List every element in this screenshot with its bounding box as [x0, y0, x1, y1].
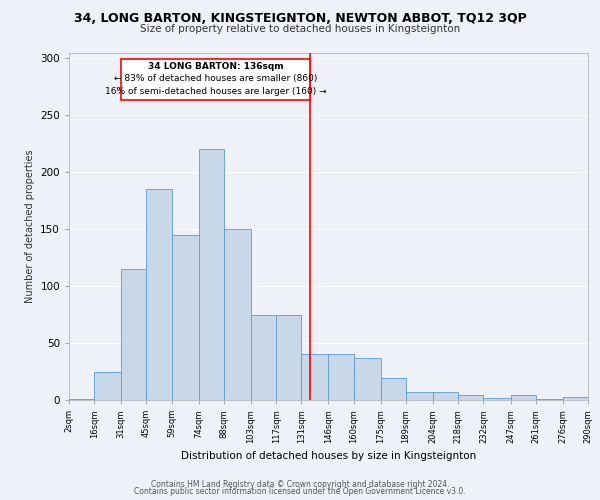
Text: ← 83% of detached houses are smaller (860): ← 83% of detached houses are smaller (86…	[114, 74, 317, 83]
Bar	[301, 354, 329, 400]
Text: 34, LONG BARTON, KINGSTEIGNTON, NEWTON ABBOT, TQ12 3QP: 34, LONG BARTON, KINGSTEIGNTON, NEWTON A…	[74, 12, 526, 26]
Bar	[484, 398, 511, 400]
Bar	[329, 354, 354, 400]
Text: Contains HM Land Registry data © Crown copyright and database right 2024.: Contains HM Land Registry data © Crown c…	[151, 480, 449, 489]
Bar	[381, 378, 406, 400]
Bar	[276, 314, 301, 400]
Bar	[224, 229, 251, 400]
Bar	[94, 372, 121, 400]
Bar	[121, 269, 146, 400]
Bar	[536, 399, 563, 400]
Bar	[511, 396, 536, 400]
Bar	[406, 392, 433, 400]
Text: 16% of semi-detached houses are larger (160) →: 16% of semi-detached houses are larger (…	[105, 86, 326, 96]
Bar	[69, 399, 94, 400]
FancyBboxPatch shape	[121, 60, 310, 100]
Bar	[251, 314, 276, 400]
Y-axis label: Number of detached properties: Number of detached properties	[25, 150, 35, 303]
X-axis label: Distribution of detached houses by size in Kingsteignton: Distribution of detached houses by size …	[181, 451, 476, 461]
Bar	[433, 392, 458, 400]
Text: 34 LONG BARTON: 136sqm: 34 LONG BARTON: 136sqm	[148, 62, 284, 70]
Bar	[146, 189, 172, 400]
Bar	[458, 396, 484, 400]
Bar	[354, 358, 381, 400]
Bar	[172, 235, 199, 400]
Text: Contains public sector information licensed under the Open Government Licence v3: Contains public sector information licen…	[134, 487, 466, 496]
Text: Size of property relative to detached houses in Kingsteignton: Size of property relative to detached ho…	[140, 24, 460, 34]
Bar	[563, 396, 588, 400]
Bar	[199, 150, 224, 400]
